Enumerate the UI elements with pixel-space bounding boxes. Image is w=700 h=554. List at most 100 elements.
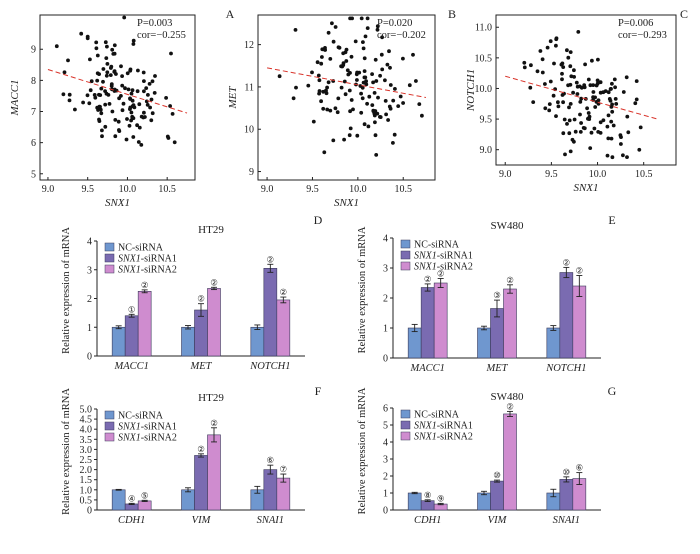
scatter-point xyxy=(538,49,543,53)
scatter-point xyxy=(62,70,67,75)
bar xyxy=(276,299,291,357)
scatter-point xyxy=(330,21,334,26)
scatter-point xyxy=(371,80,375,85)
scatter-point xyxy=(104,73,109,78)
scatter-point xyxy=(531,100,536,104)
x-tick-label: 9.0 xyxy=(42,184,55,195)
scatter-point xyxy=(391,98,396,103)
bar xyxy=(250,326,265,357)
significance-mark: ② xyxy=(506,401,514,411)
scatter-point xyxy=(139,143,144,147)
legend-label: NC-siRNA xyxy=(118,243,164,254)
scatter-point xyxy=(61,92,66,97)
scatter-point xyxy=(109,64,114,69)
scatter-point xyxy=(135,89,140,94)
scatter-point xyxy=(98,93,103,97)
scatter-point xyxy=(548,39,553,44)
scatter-point xyxy=(142,110,146,115)
bar xyxy=(194,455,208,511)
bar xyxy=(263,469,278,511)
x-tick-label: 10.5 xyxy=(394,184,412,195)
scatter-point xyxy=(575,92,580,96)
scatter-point xyxy=(367,94,372,99)
y-tick-label: 9.0 xyxy=(480,145,493,156)
significance-mark: ⑩ xyxy=(493,470,501,480)
category-label: CDH1 xyxy=(414,515,441,526)
scatter-point xyxy=(359,91,363,96)
scatter-point xyxy=(105,44,109,49)
fit-line xyxy=(266,67,427,98)
y-tick-label: 5.0 xyxy=(80,405,93,416)
x-tick-label: 9.0 xyxy=(499,169,512,180)
legend-label: SNX1-siRNA2 xyxy=(414,262,473,273)
scatter-point xyxy=(561,100,565,105)
scatter-point xyxy=(322,150,327,155)
scatter-point xyxy=(417,102,422,106)
significance-mark: ② xyxy=(506,275,514,285)
legend-text: NC-siRNA xyxy=(118,243,164,254)
scatter-point xyxy=(170,112,175,116)
y-tick-label: 5 xyxy=(383,421,388,432)
scatter-point xyxy=(606,136,611,141)
bar xyxy=(477,327,491,359)
scatter-point xyxy=(128,96,132,101)
scatter-point xyxy=(98,107,103,112)
scatter-panel-c: 9.0 9.5 10.0 10.5 9.0 9.5 10.0 10.5 11.0 SNX1 NOTC… xyxy=(465,14,677,194)
y-tick-label: 0 xyxy=(87,506,92,517)
scatter-point xyxy=(166,136,171,140)
y-tick-label: 7 xyxy=(31,107,36,118)
legend-text: -siRNA2 xyxy=(141,265,177,276)
scatter-point xyxy=(150,111,155,116)
p-value-label: P=0.020 xyxy=(377,18,412,29)
y-tick-label: 3.5 xyxy=(80,435,93,446)
scatter-point xyxy=(578,112,582,117)
scatter-point xyxy=(145,103,150,107)
scatter-point xyxy=(95,53,100,58)
scatter-point xyxy=(95,78,100,83)
scatter-point xyxy=(380,35,384,40)
legend-text: -siRNA2 xyxy=(437,432,473,443)
scatter-point xyxy=(621,90,626,94)
scatter-point xyxy=(364,82,369,87)
scatter-point xyxy=(110,109,115,114)
scatter-point xyxy=(593,105,598,109)
scatter-point xyxy=(97,117,101,122)
scatter-point xyxy=(169,51,173,56)
scatter-point xyxy=(85,93,90,98)
x-tick-label: 10.0 xyxy=(589,169,607,180)
legend-text: -siRNA1 xyxy=(141,422,177,433)
legend-label: SNX1-siRNA1 xyxy=(414,251,473,262)
scatter-point xyxy=(591,95,595,99)
scatter-point xyxy=(317,78,322,83)
x-axis-label: SNX1 xyxy=(573,182,598,194)
scatter-point xyxy=(579,85,584,90)
scatter-point xyxy=(310,70,314,75)
scatter-point xyxy=(350,16,354,21)
y-axis-label: MACC1 xyxy=(9,79,21,116)
scatter-point xyxy=(142,79,146,83)
scatter-point xyxy=(578,130,583,134)
scatter-point xyxy=(99,86,104,91)
scatter-point xyxy=(552,61,556,66)
scatter-point xyxy=(88,88,93,93)
scatter-point xyxy=(585,106,589,111)
scatter-point xyxy=(365,16,370,21)
scatter-point xyxy=(396,104,401,108)
bar xyxy=(137,291,152,357)
scatter-point xyxy=(131,42,136,46)
scatter-point xyxy=(612,77,617,82)
y-tick-label: 5 xyxy=(31,169,36,180)
scatter-point xyxy=(336,96,341,101)
significance-mark: ② xyxy=(563,257,571,267)
scatter-point xyxy=(596,57,600,62)
x-tick-label: 9.5 xyxy=(306,184,319,195)
scatter-point xyxy=(378,115,383,119)
scatter-point xyxy=(365,101,369,106)
scatter-point xyxy=(326,30,331,35)
scatter-point xyxy=(131,135,136,139)
legend-text: NC-siRNA xyxy=(414,410,460,421)
plot-frame xyxy=(39,14,196,181)
scatter-point xyxy=(529,63,533,68)
category-label: MACC1 xyxy=(409,363,444,374)
